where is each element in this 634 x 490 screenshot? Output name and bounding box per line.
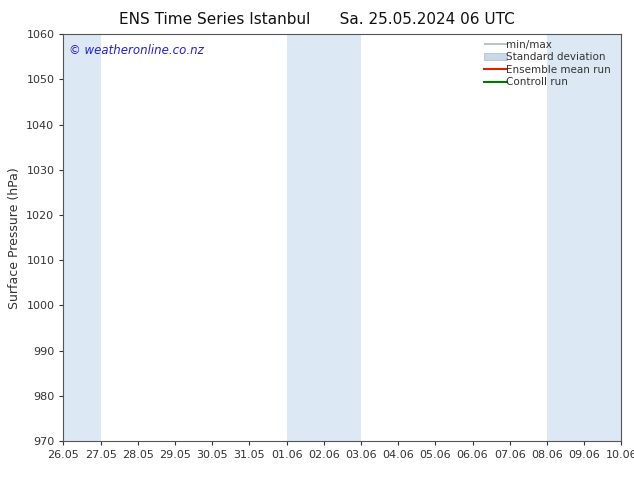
Bar <box>287 34 361 441</box>
Bar <box>547 34 621 441</box>
Y-axis label: Surface Pressure (hPa): Surface Pressure (hPa) <box>8 167 21 309</box>
Legend: min/max, Standard deviation, Ensemble mean run, Controll run: min/max, Standard deviation, Ensemble me… <box>482 37 618 89</box>
Bar <box>63 34 101 441</box>
Text: © weatheronline.co.nz: © weatheronline.co.nz <box>69 45 204 57</box>
Text: ENS Time Series Istanbul      Sa. 25.05.2024 06 UTC: ENS Time Series Istanbul Sa. 25.05.2024 … <box>119 12 515 27</box>
